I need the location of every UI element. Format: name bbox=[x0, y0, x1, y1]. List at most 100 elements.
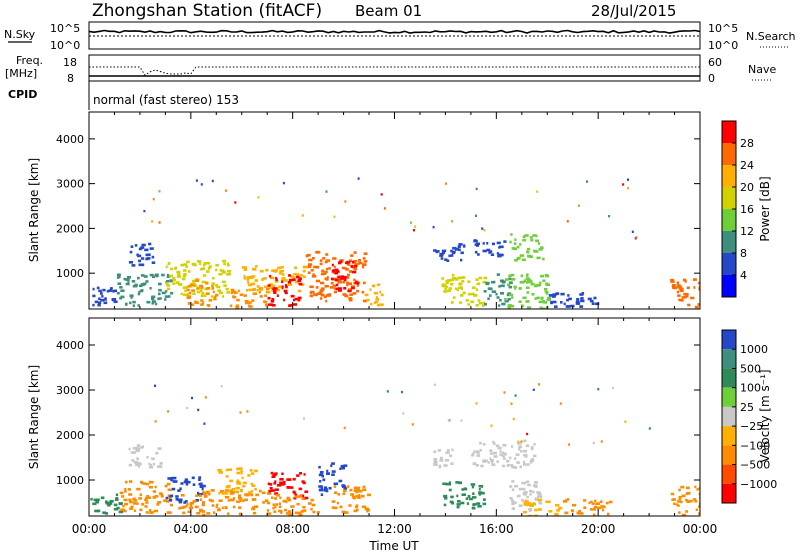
velocity-cells bbox=[90, 383, 700, 516]
echo-cell bbox=[525, 274, 529, 277]
echo-cell bbox=[275, 276, 278, 280]
echo-cell bbox=[272, 503, 275, 506]
echo-cell bbox=[159, 462, 163, 465]
echo-cell bbox=[518, 445, 523, 449]
power-colorbar-label: Power [dB] bbox=[758, 176, 772, 241]
echo-cell bbox=[211, 285, 214, 288]
echo-cell bbox=[212, 276, 215, 280]
echo-cell bbox=[484, 303, 487, 306]
echo-cell bbox=[455, 287, 458, 291]
echo-cell bbox=[222, 259, 226, 263]
echo-cell bbox=[370, 302, 373, 306]
echo-cell bbox=[279, 272, 283, 275]
echo-cell bbox=[528, 514, 533, 516]
time-axis-label: Time UT bbox=[368, 539, 419, 553]
echo-cell bbox=[261, 278, 265, 281]
echo-cell bbox=[294, 297, 299, 301]
echo-cell bbox=[519, 465, 522, 469]
colorbar-segment bbox=[722, 426, 736, 446]
echo-cell bbox=[312, 273, 315, 276]
echo-cell bbox=[172, 480, 175, 483]
echo-cell bbox=[225, 475, 229, 478]
echo-cell bbox=[538, 383, 540, 386]
echo-cell bbox=[201, 510, 206, 513]
echo-cell bbox=[299, 274, 303, 277]
echo-cell bbox=[341, 266, 346, 270]
echo-cell bbox=[347, 273, 350, 277]
echo-cell bbox=[294, 280, 300, 284]
echo-cell bbox=[288, 274, 291, 277]
echo-cell bbox=[167, 410, 170, 413]
echo-cell bbox=[459, 301, 462, 304]
nave-tick-top: 60 bbox=[708, 56, 722, 69]
echo-cell bbox=[281, 286, 284, 290]
echo-cell bbox=[297, 296, 302, 300]
echo-cell bbox=[116, 506, 120, 510]
echo-cell bbox=[476, 242, 480, 246]
echo-cell bbox=[489, 294, 492, 297]
echo-cell bbox=[152, 496, 157, 499]
echo-cell bbox=[302, 269, 306, 273]
echo-cell bbox=[536, 190, 539, 193]
echo-cell bbox=[140, 480, 143, 484]
echo-cell bbox=[685, 294, 689, 298]
echo-cell bbox=[190, 283, 195, 287]
echo-cell bbox=[337, 492, 340, 496]
echo-cell bbox=[459, 481, 462, 484]
echo-cell bbox=[138, 247, 143, 251]
echo-cell bbox=[477, 505, 482, 508]
echo-cell bbox=[449, 278, 454, 282]
nsearch-tick-bottom: 10^0 bbox=[708, 39, 738, 52]
echo-cell bbox=[448, 254, 452, 258]
echo-cell bbox=[232, 505, 236, 509]
echo-cell bbox=[315, 265, 320, 269]
echo-cell bbox=[273, 510, 277, 513]
echo-cell bbox=[145, 501, 149, 504]
echo-cell bbox=[118, 510, 123, 514]
echo-cell bbox=[284, 284, 288, 287]
echo-cell bbox=[529, 460, 533, 464]
echo-cell bbox=[294, 266, 298, 270]
echo-cell bbox=[502, 444, 507, 447]
echo-cell bbox=[94, 300, 99, 304]
echo-cell bbox=[128, 498, 132, 502]
echo-cell bbox=[539, 306, 543, 309]
echo-cell bbox=[566, 220, 569, 223]
echo-cell bbox=[441, 283, 446, 286]
colorbar-segment bbox=[722, 368, 736, 388]
echo-cell bbox=[352, 292, 357, 295]
echo-cell bbox=[210, 499, 214, 503]
echo-cell bbox=[226, 263, 230, 267]
echo-cell bbox=[203, 294, 207, 298]
echo-cell bbox=[523, 491, 528, 494]
echo-cell bbox=[365, 508, 370, 512]
echo-cell bbox=[475, 288, 478, 291]
echo-cell bbox=[411, 423, 414, 426]
echo-cell bbox=[125, 480, 128, 484]
echo-cell bbox=[132, 447, 138, 450]
freq-panel: Freq. [MHz] 18 8 60 0 Nave bbox=[5, 54, 776, 85]
date-label: 28/Jul/2015 bbox=[591, 2, 676, 20]
echo-cell bbox=[530, 282, 535, 286]
echo-cell bbox=[228, 489, 233, 493]
echo-cell bbox=[247, 281, 250, 284]
echo-cell bbox=[490, 424, 493, 427]
echo-cell bbox=[284, 279, 288, 282]
echo-cell bbox=[139, 493, 142, 496]
echo-cell bbox=[132, 502, 137, 505]
echo-cell bbox=[507, 297, 511, 301]
echo-cell bbox=[297, 298, 301, 302]
echo-cell bbox=[182, 505, 187, 509]
echo-cell bbox=[127, 280, 130, 283]
echo-cell bbox=[482, 242, 485, 245]
echo-cell bbox=[518, 487, 522, 491]
nsearch-label: N.Search bbox=[746, 30, 796, 43]
echo-cell bbox=[457, 500, 461, 503]
echo-cell bbox=[248, 283, 253, 287]
echo-cell bbox=[583, 506, 587, 509]
echo-cell bbox=[534, 514, 538, 516]
echo-cell bbox=[520, 274, 524, 278]
echo-cell bbox=[210, 489, 215, 492]
echo-cell bbox=[217, 508, 221, 512]
echo-cell bbox=[290, 486, 294, 489]
